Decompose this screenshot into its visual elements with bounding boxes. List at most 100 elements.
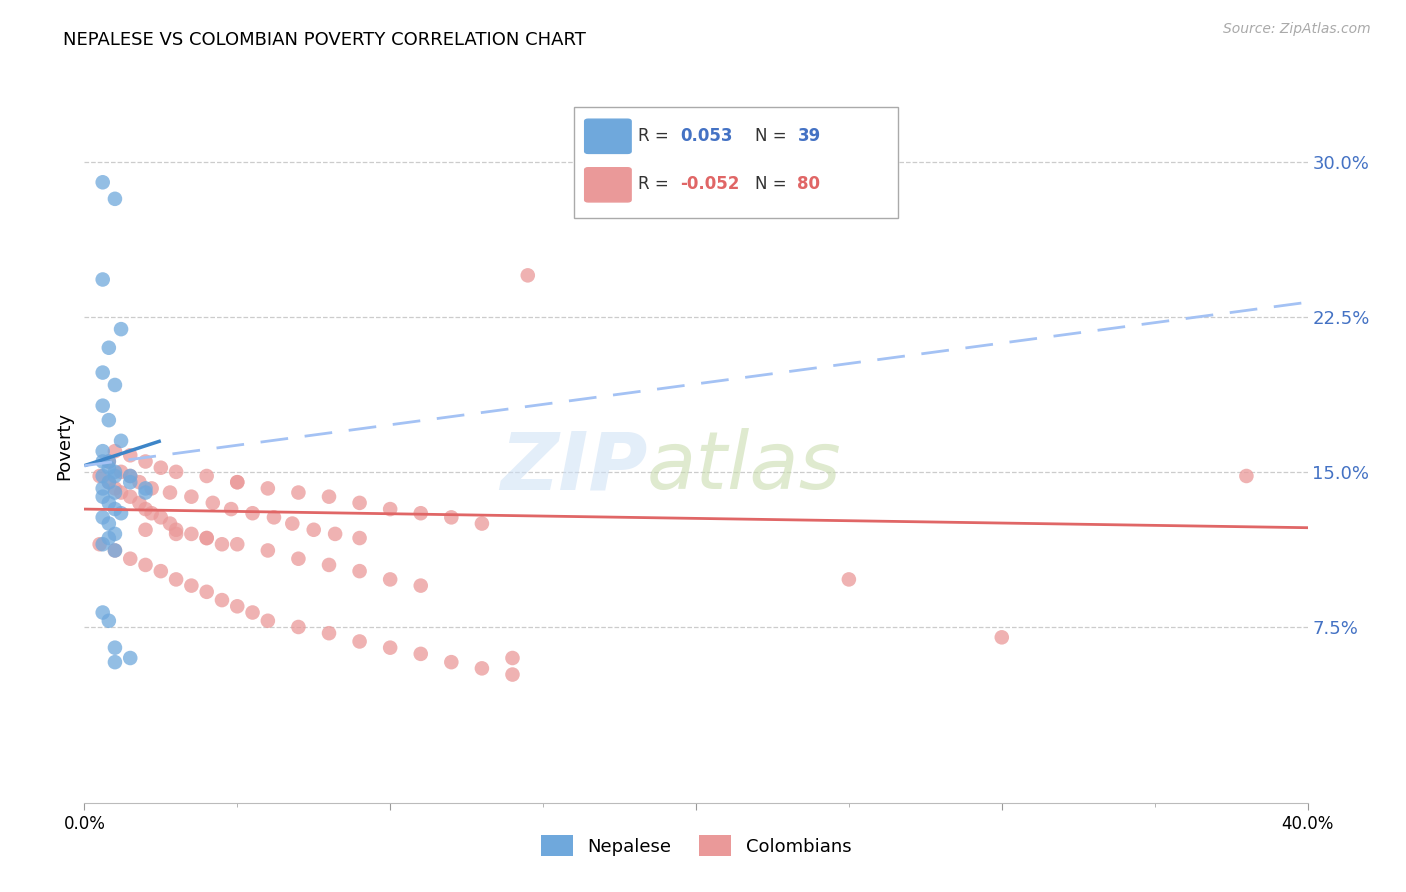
Point [97, 614, 120, 628]
FancyBboxPatch shape [574, 107, 898, 218]
Point [257, 614, 280, 628]
Point [318, 490, 340, 504]
Point [409, 579, 432, 593]
Point [120, 469, 142, 483]
Point [104, 502, 127, 516]
Point [97, 454, 120, 468]
Point [110, 322, 132, 336]
Text: R =: R = [638, 127, 675, 145]
Point [180, 527, 202, 541]
Point [349, 496, 371, 510]
Point [226, 599, 249, 614]
FancyBboxPatch shape [585, 168, 631, 202]
Point [104, 378, 127, 392]
Legend: Nepalese, Colombians: Nepalese, Colombians [531, 826, 860, 865]
Point [380, 573, 402, 587]
Text: ZIP: ZIP [499, 428, 647, 507]
Point [97, 475, 120, 490]
Point [838, 573, 860, 587]
Text: Source: ZipAtlas.com: Source: ZipAtlas.com [1223, 22, 1371, 37]
Point [502, 667, 524, 681]
Point [91, 272, 114, 286]
Point [104, 469, 127, 483]
Y-axis label: Poverty: Poverty [55, 412, 73, 480]
Point [110, 485, 132, 500]
Point [104, 192, 127, 206]
Text: R =: R = [638, 175, 675, 193]
Point [502, 651, 524, 665]
Point [120, 551, 142, 566]
Point [91, 482, 114, 496]
Point [195, 531, 218, 545]
Point [149, 564, 172, 578]
Point [97, 531, 120, 545]
Point [349, 564, 371, 578]
Point [97, 454, 120, 468]
Point [409, 647, 432, 661]
Point [226, 475, 249, 490]
Point [165, 573, 187, 587]
Point [149, 510, 172, 524]
Point [91, 510, 114, 524]
Point [263, 510, 285, 524]
Point [97, 460, 120, 475]
Point [159, 516, 181, 531]
Point [91, 537, 114, 551]
Point [135, 558, 157, 572]
Text: NEPALESE VS COLOMBIAN POVERTY CORRELATION CHART: NEPALESE VS COLOMBIAN POVERTY CORRELATIO… [63, 31, 586, 49]
Point [104, 482, 127, 496]
Point [89, 469, 111, 483]
Point [195, 531, 218, 545]
Point [141, 482, 163, 496]
Point [165, 523, 187, 537]
Point [89, 537, 111, 551]
Point [440, 510, 463, 524]
Point [97, 341, 120, 355]
Point [281, 516, 304, 531]
Point [380, 640, 402, 655]
Point [104, 465, 127, 479]
Point [287, 551, 309, 566]
Point [104, 485, 127, 500]
Point [104, 527, 127, 541]
Point [440, 655, 463, 669]
Point [104, 543, 127, 558]
FancyBboxPatch shape [585, 120, 631, 153]
Point [180, 490, 202, 504]
Point [471, 516, 494, 531]
Text: N =: N = [755, 127, 792, 145]
Point [159, 485, 181, 500]
Text: 39: 39 [797, 127, 821, 145]
Point [349, 634, 371, 648]
Point [211, 537, 233, 551]
Point [104, 640, 127, 655]
Text: 80: 80 [797, 175, 821, 193]
Text: -0.052: -0.052 [681, 175, 740, 193]
Point [91, 490, 114, 504]
Point [242, 506, 264, 520]
Point [97, 413, 120, 427]
Point [91, 454, 114, 468]
Point [349, 531, 371, 545]
Point [91, 606, 114, 620]
Point [380, 502, 402, 516]
Text: N =: N = [755, 175, 792, 193]
Point [91, 444, 114, 458]
Text: atlas: atlas [647, 428, 842, 507]
Point [110, 434, 132, 448]
Point [128, 496, 150, 510]
Point [120, 475, 142, 490]
Point [120, 448, 142, 462]
Point [409, 506, 432, 520]
Point [91, 469, 114, 483]
Point [1236, 469, 1258, 483]
Point [991, 630, 1014, 644]
Point [104, 655, 127, 669]
Point [302, 523, 325, 537]
Point [211, 593, 233, 607]
Point [318, 558, 340, 572]
Point [104, 444, 127, 458]
Point [471, 661, 494, 675]
Point [135, 485, 157, 500]
Point [141, 506, 163, 520]
